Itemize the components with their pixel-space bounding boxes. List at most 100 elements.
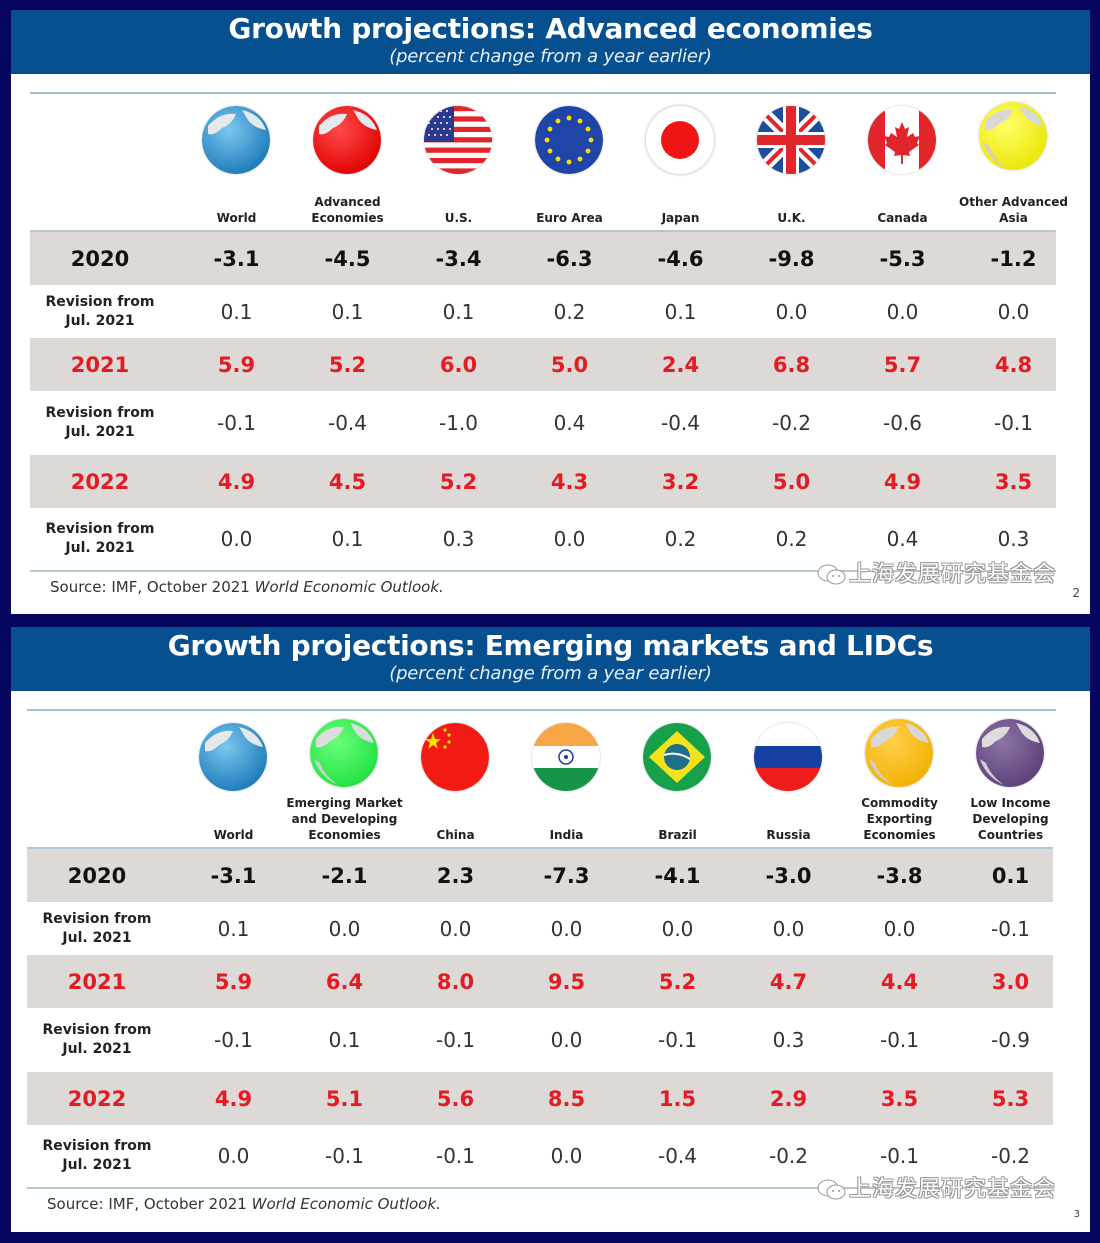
slide-subtitle: (percent change from a year earlier) (389, 663, 712, 684)
page-number: 2 (1072, 586, 1080, 600)
column-us: U.S. (403, 102, 514, 230)
cell: -3.1 (210, 863, 257, 888)
divider (30, 92, 1056, 94)
cell: 4.7 (769, 969, 808, 994)
cell: 8.5 (547, 1086, 586, 1111)
slide-title: Growth projections: Advanced economies (228, 12, 873, 45)
globe-green-icon (310, 719, 378, 787)
cell: -4.1 (654, 863, 701, 888)
column-uk: U.K. (736, 102, 847, 230)
row-label: 2020 (70, 246, 130, 271)
cell: -7.3 (543, 863, 590, 888)
column-label: Commodity Exporting Economies (861, 796, 938, 842)
uk-flag-icon (757, 106, 825, 174)
globe-yellow-icon (979, 102, 1047, 170)
cell: -0.1 (435, 1144, 476, 1168)
projections-table: World Advanced Economies U.S. Euro Area (30, 102, 1068, 572)
table-row-2022: 2022 4.9 4.5 5.2 4.3 3.2 5.0 4.9 3.5 (30, 455, 1056, 508)
row-label: 2021 (67, 969, 127, 994)
column-label: Russia (766, 828, 811, 842)
cell: 6.0 (439, 352, 478, 377)
cell: 5.1 (325, 1086, 364, 1111)
cell: -0.1 (213, 1028, 254, 1052)
cell: 5.9 (217, 352, 256, 377)
cell: 5.3 (991, 1086, 1030, 1111)
projections-table: World Emerging Market and Developing Eco… (27, 719, 1053, 1189)
table-row-revision: Revision from Jul. 2021 -0.1 0.1 -0.1 0.0… (27, 1008, 1053, 1072)
table-row-revision: Revision from Jul. 2021 0.1 0.1 0.1 0.2 0… (30, 285, 1056, 338)
cell: 0.1 (442, 299, 475, 324)
page-number: 3 (1073, 1209, 1080, 1220)
cell: -0.2 (990, 1144, 1031, 1168)
column-label: Other Advanced Asia (959, 195, 1068, 225)
cell: 0.0 (553, 527, 586, 551)
cell: -1.2 (990, 246, 1037, 271)
cell: -0.4 (327, 411, 368, 435)
globe-purple-icon (976, 719, 1044, 787)
cell: 2.9 (769, 1086, 808, 1111)
cell: 0.1 (217, 916, 250, 941)
cell: 0.0 (661, 916, 694, 941)
cell: 0.1 (331, 527, 364, 551)
cell: 0.0 (886, 299, 919, 324)
source-title: World Economic Outlook. (254, 578, 444, 596)
eu-flag-icon (535, 106, 603, 174)
cell: 0.0 (439, 916, 472, 941)
column-label: Japan (661, 211, 700, 225)
cell: -0.1 (993, 411, 1034, 435)
watermark-text: 上海发展研究基金会 (848, 1177, 1056, 1202)
cell: 0.4 (886, 527, 919, 551)
cell: -2.1 (321, 863, 368, 888)
globe-orange-icon (865, 719, 933, 787)
cell: -5.3 (879, 246, 926, 271)
source-prefix: Source: IMF, October 2021 (50, 578, 255, 596)
row-label: Revision from Jul. 2021 (45, 521, 155, 556)
globe-blue-icon (202, 106, 270, 174)
table-body: 2020 -3.1 -4.5 -3.4 -6.3 -4.6 -9.8 -5.3 … (30, 232, 1056, 572)
cell: -3.4 (435, 246, 482, 271)
cell: 0.0 (883, 916, 916, 941)
source-note: Source: IMF, October 2021 World Economic… (47, 1195, 441, 1213)
india-flag-icon (532, 723, 600, 791)
column-label: U.K. (777, 211, 806, 225)
table-row-revision: Revision from Jul. 2021 0.0 -0.1 -0.1 0.0… (27, 1125, 1053, 1187)
cell: 5.2 (328, 352, 367, 377)
column-label: India (549, 828, 584, 842)
row-label: Revision from Jul. 2021 (45, 405, 155, 440)
divider (27, 1187, 1053, 1189)
cell: 5.9 (214, 969, 253, 994)
globe-blue-icon (199, 723, 267, 791)
cell: 4.5 (328, 469, 367, 494)
wechat-icon (817, 1179, 846, 1200)
slide-subtitle: (percent change from a year earlier) (389, 46, 712, 67)
cell: -0.1 (990, 916, 1031, 941)
cell: 0.0 (220, 527, 253, 551)
brazil-flag-icon (643, 723, 711, 791)
cell: -0.4 (660, 411, 701, 435)
column-world: World (178, 719, 289, 847)
column-commodity-exporting: Commodity Exporting Economies (844, 719, 955, 847)
table-row-2022: 2022 4.9 5.1 5.6 8.5 1.5 2.9 3.5 5.3 (27, 1072, 1053, 1125)
cell: 0.1 (328, 1028, 361, 1052)
slide-emerging-markets: Growth projections: Emerging markets and… (11, 627, 1090, 1232)
cell: 3.5 (994, 469, 1033, 494)
us-flag-icon (424, 106, 492, 174)
cell: 8.0 (436, 969, 475, 994)
cell: 5.0 (550, 352, 589, 377)
table-row-2021: 2021 5.9 5.2 6.0 5.0 2.4 6.8 5.7 4.8 (30, 338, 1056, 391)
cell: -0.9 (990, 1028, 1031, 1052)
column-euro-area: Euro Area (514, 102, 625, 230)
cell: 0.0 (550, 916, 583, 941)
row-label: Revision from Jul. 2021 (45, 293, 155, 329)
cell: 0.1 (331, 299, 364, 324)
cell: 0.0 (550, 1028, 583, 1052)
column-label: Emerging Market and Developing Economies (286, 796, 403, 842)
cell: 5.0 (772, 469, 811, 494)
cell: 0.0 (772, 916, 805, 941)
cell: 5.2 (658, 969, 697, 994)
cell: 3.2 (661, 469, 700, 494)
watermark-text: 上海发展研究基金会 (848, 562, 1056, 587)
cell: -4.6 (657, 246, 704, 271)
cell: 0.3 (442, 527, 475, 551)
row-label: Revision from Jul. 2021 (42, 910, 152, 946)
